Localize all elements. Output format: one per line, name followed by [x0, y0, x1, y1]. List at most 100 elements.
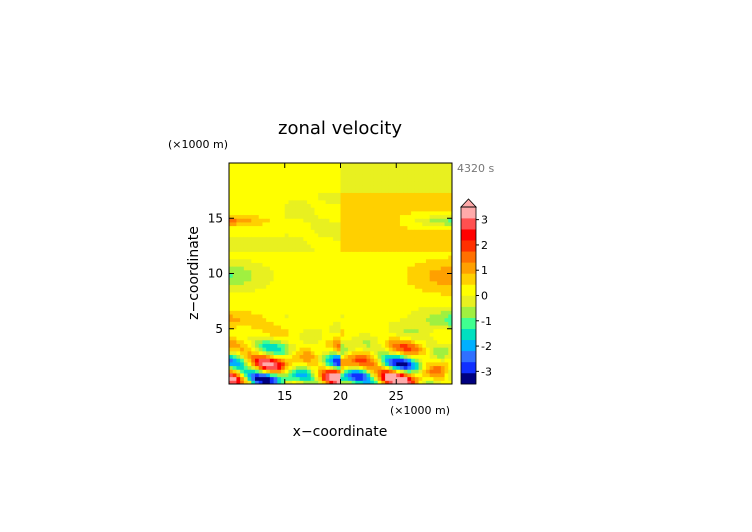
heatmap-cell	[362, 284, 368, 289]
heatmap-cell	[307, 203, 312, 208]
heatmap-cell	[303, 210, 308, 216]
heatmap-cell	[347, 277, 353, 282]
heatmap-cell	[388, 177, 394, 182]
heatmap-cell	[281, 255, 286, 260]
heatmap-cell	[359, 214, 364, 219]
heatmap-cell	[262, 317, 267, 322]
heatmap-cell	[318, 188, 323, 193]
heatmap-cell	[347, 210, 353, 216]
heatmap-cell	[303, 185, 308, 190]
heatmap-cell	[321, 332, 327, 337]
heatmap-cell	[310, 188, 315, 193]
heatmap-cell	[422, 166, 427, 171]
heatmap-cell	[240, 240, 245, 245]
heatmap-cell	[288, 350, 293, 356]
heatmap-cell	[418, 258, 423, 263]
heatmap-cell	[273, 244, 278, 249]
heatmap-cell	[418, 244, 423, 249]
heatmap-cell	[433, 185, 438, 190]
heatmap-cell	[273, 232, 278, 238]
heatmap-cell	[347, 240, 353, 245]
heatmap-cell	[251, 314, 256, 319]
heatmap-cell	[262, 328, 267, 333]
heatmap-cell	[362, 210, 368, 216]
heatmap-cell	[344, 251, 349, 256]
heatmap-cell	[269, 255, 275, 260]
heatmap-cell	[266, 221, 271, 227]
heatmap-cell	[340, 325, 345, 330]
heatmap-cell	[370, 347, 375, 352]
heatmap-cell	[373, 170, 379, 175]
heatmap-cell	[422, 258, 427, 263]
heatmap-cell	[295, 317, 301, 322]
heatmap-cell	[411, 321, 416, 326]
heatmap-cell	[344, 291, 349, 297]
heatmap-cell	[440, 199, 446, 205]
heatmap-cell	[295, 314, 301, 319]
heatmap-cell	[373, 185, 379, 190]
heatmap-cell	[385, 306, 390, 311]
heatmap-cell	[284, 240, 289, 245]
heatmap-cell	[359, 291, 364, 297]
heatmap-cell	[385, 196, 390, 201]
heatmap-cell	[429, 314, 434, 319]
heatmap-cell	[340, 339, 345, 344]
heatmap-cell	[344, 163, 349, 168]
heatmap-cell	[277, 376, 282, 381]
heatmap-cell	[385, 185, 390, 190]
heatmap-cell	[303, 225, 308, 230]
heatmap-cell	[236, 284, 241, 289]
heatmap-cell	[377, 350, 382, 356]
heatmap-cell	[399, 339, 405, 344]
heatmap-cell	[243, 218, 249, 223]
heatmap-cell	[288, 321, 293, 326]
heatmap-cell	[388, 310, 394, 315]
heatmap-cell	[258, 347, 263, 352]
heatmap-cell	[314, 321, 319, 326]
heatmap-cell	[381, 255, 386, 260]
heatmap-cell	[243, 174, 249, 179]
heatmap-cell	[362, 295, 368, 300]
heatmap-cell	[425, 350, 431, 356]
heatmap-cell	[229, 251, 234, 256]
heatmap-cell	[392, 372, 397, 378]
heatmap-cell	[359, 354, 364, 359]
heatmap-cell	[347, 280, 353, 286]
heatmap-cell	[366, 284, 371, 289]
heatmap-cell	[362, 376, 368, 381]
heatmap-cell	[321, 192, 327, 197]
heatmap-cell	[269, 262, 275, 267]
heatmap-cell	[310, 369, 315, 374]
heatmap-cell	[425, 280, 431, 286]
heatmap-cell	[299, 269, 304, 274]
heatmap-cell	[310, 299, 315, 304]
heatmap-cell	[388, 170, 394, 175]
heatmap-cell	[340, 284, 345, 289]
heatmap-cell	[340, 244, 345, 249]
heatmap-cell	[336, 325, 341, 330]
heatmap-cell	[388, 321, 394, 326]
heatmap-cell	[344, 236, 349, 241]
heatmap-cell	[288, 361, 293, 367]
heatmap-cell	[236, 339, 241, 344]
heatmap-cell	[251, 295, 256, 300]
heatmap-cell	[318, 214, 323, 219]
heatmap-cell	[377, 166, 382, 171]
heatmap-cell	[366, 199, 371, 205]
heatmap-cell	[340, 295, 345, 300]
colorbar-segment	[461, 229, 476, 241]
heatmap-cell	[236, 210, 241, 216]
heatmap-cell	[329, 299, 334, 304]
heatmap-cell	[266, 177, 271, 182]
heatmap-cell	[251, 380, 256, 384]
heatmap-cell	[240, 372, 245, 378]
heatmap-cell	[366, 306, 371, 311]
heatmap-cell	[373, 163, 379, 168]
heatmap-cell	[251, 170, 256, 175]
heatmap-cell	[277, 192, 282, 197]
heatmap-cell	[359, 258, 364, 263]
heatmap-cell	[266, 214, 271, 219]
heatmap-cell	[440, 196, 446, 201]
heatmap-cell	[425, 174, 431, 179]
